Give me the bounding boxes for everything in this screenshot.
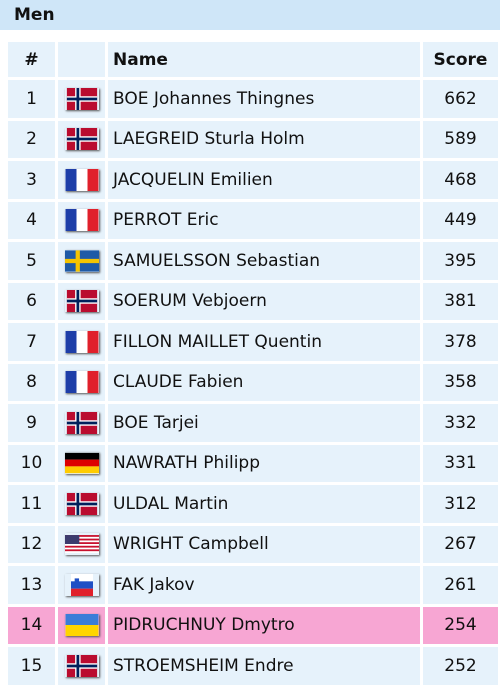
- flag-cell: [58, 647, 105, 685]
- flag-cell: [58, 485, 105, 523]
- score-cell: 395: [423, 242, 498, 280]
- flag-icon: [65, 169, 99, 191]
- flag-cell: [58, 201, 105, 239]
- rank-cell: 14: [8, 606, 55, 644]
- column-header: [58, 42, 105, 77]
- table-row: 5 SAMUELSSON Sebastian 395: [8, 242, 498, 280]
- flag-icon: [65, 533, 99, 555]
- column-header: #: [8, 42, 55, 77]
- table-row: 11 ULDAL Martin 312: [8, 485, 498, 523]
- column-header: Name: [108, 42, 420, 77]
- rank-cell: 3: [8, 161, 55, 199]
- score-cell: 662: [423, 80, 498, 118]
- score-cell: 252: [423, 647, 498, 685]
- name-cell: JACQUELIN Emilien: [108, 161, 420, 199]
- flag-icon: [65, 290, 99, 312]
- rank-cell: 13: [8, 566, 55, 604]
- name-cell: CLAUDE Fabien: [108, 363, 420, 401]
- score-cell: 267: [423, 525, 498, 563]
- flag-cell: [58, 525, 105, 563]
- name-cell: FILLON MAILLET Quentin: [108, 323, 420, 361]
- flag-icon: [65, 371, 99, 393]
- rank-cell: 4: [8, 201, 55, 239]
- table-row: 14 PIDRUCHNUY Dmytro 254: [8, 606, 498, 644]
- flag-icon: [65, 209, 99, 231]
- flag-cell: [58, 606, 105, 644]
- table-row: 1 BOE Johannes Thingnes 662: [8, 80, 498, 118]
- score-cell: 449: [423, 201, 498, 239]
- rank-cell: 11: [8, 485, 55, 523]
- rank-cell: 15: [8, 647, 55, 685]
- name-cell: SOERUM Vebjoern: [108, 282, 420, 320]
- flag-icon: [65, 655, 99, 677]
- name-cell: SAMUELSSON Sebastian: [108, 242, 420, 280]
- table-row: 4 PERROT Eric 449: [8, 201, 498, 239]
- score-cell: 378: [423, 323, 498, 361]
- table-row: 6 SOERUM Vebjoern 381: [8, 282, 498, 320]
- flag-icon: [65, 331, 99, 353]
- name-cell: WRIGHT Campbell: [108, 525, 420, 563]
- rank-cell: 10: [8, 444, 55, 482]
- flag-icon: [65, 493, 99, 515]
- name-cell: ULDAL Martin: [108, 485, 420, 523]
- results-table: # Name Score 1 BOE Johannes Thingnes 662 2 L…: [5, 39, 500, 688]
- table-row: 13 FAK Jakov 261: [8, 566, 498, 604]
- flag-icon: [65, 574, 99, 596]
- name-cell: STROEMSHEIM Endre: [108, 647, 420, 685]
- flag-cell: [58, 363, 105, 401]
- header-row: # Name Score: [8, 42, 498, 77]
- flag-cell: [58, 566, 105, 604]
- name-cell: BOE Tarjei: [108, 404, 420, 442]
- rank-cell: 1: [8, 80, 55, 118]
- table-row: 10 NAWRATH Philipp 331: [8, 444, 498, 482]
- table-row: 2 LAEGREID Sturla Holm 589: [8, 120, 498, 158]
- flag-cell: [58, 120, 105, 158]
- rank-cell: 9: [8, 404, 55, 442]
- table-row: 12 WRIGHT Campbell 267: [8, 525, 498, 563]
- name-cell: PIDRUCHNUY Dmytro: [108, 606, 420, 644]
- score-cell: 358: [423, 363, 498, 401]
- name-cell: PERROT Eric: [108, 201, 420, 239]
- flag-icon: [65, 614, 99, 636]
- table-row: 9 BOE Tarjei 332: [8, 404, 498, 442]
- flag-cell: [58, 80, 105, 118]
- table-row: 3 JACQUELIN Emilien 468: [8, 161, 498, 199]
- score-cell: 261: [423, 566, 498, 604]
- rank-cell: 5: [8, 242, 55, 280]
- score-cell: 331: [423, 444, 498, 482]
- flag-cell: [58, 404, 105, 442]
- name-cell: NAWRATH Philipp: [108, 444, 420, 482]
- table-row: 15 STROEMSHEIM Endre 252: [8, 647, 498, 685]
- flag-cell: [58, 161, 105, 199]
- score-cell: 589: [423, 120, 498, 158]
- column-header: Score: [423, 42, 498, 77]
- score-cell: 312: [423, 485, 498, 523]
- flag-cell: [58, 242, 105, 280]
- score-cell: 332: [423, 404, 498, 442]
- table-row: 8 CLAUDE Fabien 358: [8, 363, 498, 401]
- section-header: Men: [0, 0, 500, 30]
- rank-cell: 7: [8, 323, 55, 361]
- score-cell: 381: [423, 282, 498, 320]
- rank-cell: 12: [8, 525, 55, 563]
- flag-icon: [65, 452, 99, 474]
- score-cell: 254: [423, 606, 498, 644]
- table-row: 7 FILLON MAILLET Quentin 378: [8, 323, 498, 361]
- name-cell: LAEGREID Sturla Holm: [108, 120, 420, 158]
- score-cell: 468: [423, 161, 498, 199]
- name-cell: BOE Johannes Thingnes: [108, 80, 420, 118]
- table-body: 1 BOE Johannes Thingnes 662 2 LAEGREID Sturl…: [8, 80, 498, 685]
- flag-cell: [58, 282, 105, 320]
- flag-icon: [65, 128, 99, 150]
- flag-icon: [65, 412, 99, 434]
- flag-icon: [65, 88, 99, 110]
- flag-cell: [58, 323, 105, 361]
- rank-cell: 2: [8, 120, 55, 158]
- flag-icon: [65, 250, 99, 272]
- name-cell: FAK Jakov: [108, 566, 420, 604]
- flag-cell: [58, 444, 105, 482]
- rank-cell: 6: [8, 282, 55, 320]
- rank-cell: 8: [8, 363, 55, 401]
